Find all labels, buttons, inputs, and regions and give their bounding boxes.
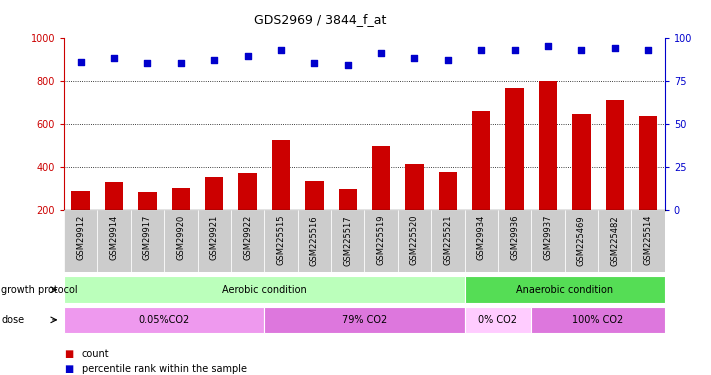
Text: GSM29912: GSM29912	[76, 215, 85, 260]
Bar	[372, 146, 390, 210]
Text: dose: dose	[1, 315, 25, 325]
Text: GSM225515: GSM225515	[277, 215, 285, 266]
Bar	[464, 276, 665, 303]
Bar	[298, 210, 331, 272]
Bar	[238, 173, 257, 210]
Bar	[331, 210, 365, 272]
Point	[141, 60, 153, 66]
Bar	[598, 210, 631, 272]
Bar	[105, 182, 123, 210]
Bar	[164, 210, 198, 272]
Bar	[97, 210, 131, 272]
Bar	[365, 210, 397, 272]
Point	[609, 45, 621, 51]
Bar	[272, 140, 290, 210]
Text: GSM29917: GSM29917	[143, 215, 152, 260]
Bar	[338, 189, 357, 210]
Text: GSM225514: GSM225514	[643, 215, 653, 266]
Bar	[631, 210, 665, 272]
Point	[643, 46, 654, 53]
Bar	[431, 210, 464, 272]
Point	[409, 55, 420, 61]
Text: growth protocol: growth protocol	[1, 285, 78, 295]
Text: GSM225482: GSM225482	[610, 215, 619, 266]
Point	[208, 57, 220, 63]
Text: GSM29934: GSM29934	[476, 215, 486, 260]
Text: ■: ■	[64, 364, 73, 374]
Bar	[64, 307, 264, 333]
Bar	[498, 210, 531, 272]
Text: GSM29936: GSM29936	[510, 215, 519, 261]
Text: GSM225519: GSM225519	[377, 215, 385, 266]
Bar	[464, 210, 498, 272]
Point	[275, 46, 287, 53]
Text: GSM225469: GSM225469	[577, 215, 586, 266]
Point	[342, 62, 353, 68]
Point	[242, 54, 253, 60]
Text: GSM29920: GSM29920	[176, 215, 186, 260]
Point	[108, 55, 119, 61]
Bar	[565, 210, 598, 272]
Bar	[131, 210, 164, 272]
Text: GSM225520: GSM225520	[410, 215, 419, 266]
Bar	[264, 307, 464, 333]
Text: GSM29937: GSM29937	[543, 215, 552, 261]
Bar	[64, 276, 464, 303]
Bar	[639, 116, 657, 210]
Bar	[572, 114, 591, 210]
Text: Anaerobic condition: Anaerobic condition	[516, 285, 613, 295]
Bar	[171, 188, 190, 210]
Bar	[439, 172, 457, 210]
Text: Aerobic condition: Aerobic condition	[222, 285, 306, 295]
Point	[375, 50, 387, 56]
Point	[309, 60, 320, 66]
Text: count: count	[82, 350, 109, 359]
Text: GSM225521: GSM225521	[444, 215, 452, 266]
Point	[75, 58, 86, 64]
Bar	[231, 210, 264, 272]
Bar	[472, 111, 491, 210]
Bar	[72, 190, 90, 210]
Text: 79% CO2: 79% CO2	[342, 315, 387, 325]
Bar	[405, 164, 424, 210]
Text: GDS2969 / 3844_f_at: GDS2969 / 3844_f_at	[254, 13, 386, 26]
Text: ■: ■	[64, 350, 73, 359]
Bar	[138, 192, 156, 210]
Text: 0% CO2: 0% CO2	[479, 315, 518, 325]
Bar	[305, 181, 324, 210]
Text: GSM29922: GSM29922	[243, 215, 252, 260]
Point	[509, 46, 520, 53]
Point	[576, 46, 587, 53]
Point	[542, 43, 554, 49]
Bar	[531, 210, 565, 272]
Text: GSM29921: GSM29921	[210, 215, 219, 260]
Point	[442, 57, 454, 63]
Text: 0.05%CO2: 0.05%CO2	[139, 315, 190, 325]
Bar	[264, 210, 298, 272]
Text: GSM225516: GSM225516	[310, 215, 319, 266]
Bar	[506, 87, 524, 210]
Bar	[198, 210, 231, 272]
Point	[175, 60, 186, 66]
Bar	[539, 81, 557, 210]
Bar	[397, 210, 431, 272]
Bar	[531, 307, 665, 333]
Text: GSM225517: GSM225517	[343, 215, 352, 266]
Bar	[64, 210, 97, 272]
Bar	[205, 177, 223, 210]
Point	[476, 46, 487, 53]
Bar	[464, 307, 531, 333]
Text: GSM29914: GSM29914	[109, 215, 119, 260]
Text: 100% CO2: 100% CO2	[572, 315, 624, 325]
Bar	[606, 100, 624, 210]
Text: percentile rank within the sample: percentile rank within the sample	[82, 364, 247, 374]
